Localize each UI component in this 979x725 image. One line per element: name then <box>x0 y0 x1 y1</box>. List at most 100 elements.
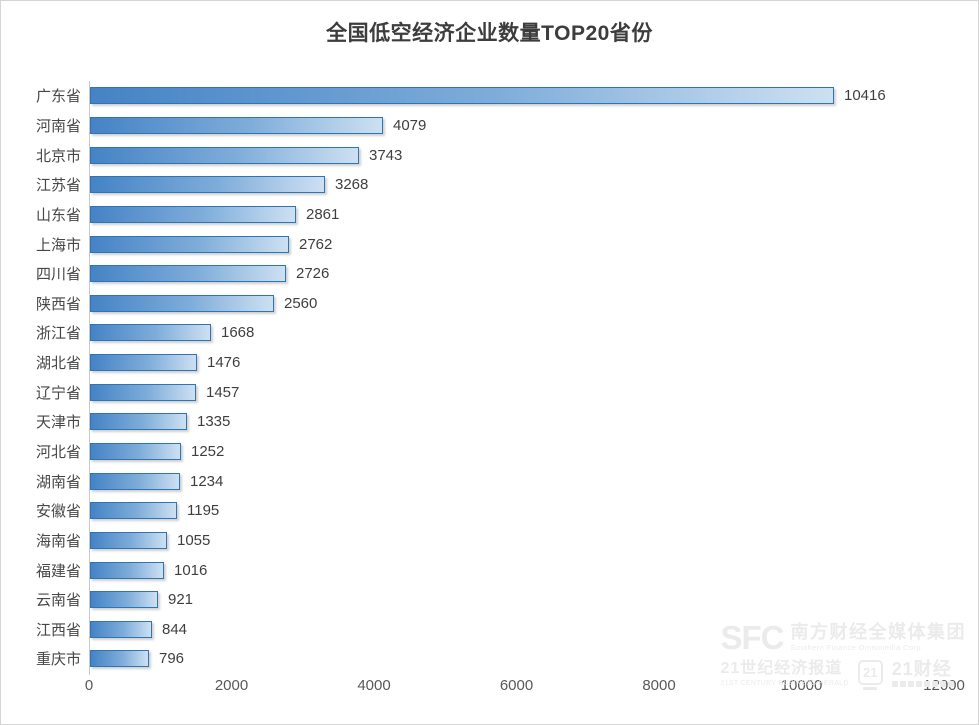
bar-track: 844 <box>90 620 945 638</box>
bar <box>90 531 167 549</box>
chart-row: 江西省 844 <box>1 615 978 645</box>
category-label: 河南省 <box>35 117 81 135</box>
value-label: 796 <box>159 650 185 668</box>
category-label: 上海市 <box>35 236 81 254</box>
watermark-row-1: SFC 南方财经全媒体集团 Southern Finance Omnimedia… <box>721 621 967 654</box>
bar-track: 1234 <box>90 472 945 490</box>
bar <box>90 176 325 194</box>
value-label: 10416 <box>844 87 886 105</box>
chart-row: 海南省 1055 <box>1 526 978 556</box>
category-label: 海南省 <box>35 532 81 550</box>
bar-track: 1457 <box>90 383 945 401</box>
watermark-paper-cn: 21世纪经济报道 <box>720 660 843 677</box>
bar <box>90 324 211 342</box>
chart-row: 山东省 2861 <box>1 200 978 230</box>
value-label: 1234 <box>190 472 224 490</box>
bar-track: 10416 <box>90 87 945 105</box>
value-label: 844 <box>162 620 188 638</box>
value-label: 2762 <box>299 235 333 253</box>
category-label: 江西省 <box>35 621 81 639</box>
bar <box>90 443 181 460</box>
category-label: 湖北省 <box>35 355 81 373</box>
bar <box>90 116 383 134</box>
bar-track: 796 <box>90 650 945 668</box>
bar-track: 3268 <box>90 176 945 194</box>
category-label: 重庆市 <box>35 651 81 669</box>
bar <box>90 591 158 609</box>
value-label: 1252 <box>191 443 225 460</box>
bar <box>90 472 180 490</box>
bar-rows: 广东省 10416 河南省 4079 北京市 3743 江苏省 3268 山东省 2861 上海市 2… <box>1 81 978 674</box>
chart-row: 福建省 1016 <box>1 555 978 585</box>
category-label: 北京市 <box>35 147 81 165</box>
bar <box>90 413 187 431</box>
chart-title: 全国低空经济企业数量TOP20省份 <box>326 22 653 45</box>
chart-row: 湖北省 1476 <box>1 348 978 378</box>
value-label: 1457 <box>206 383 240 401</box>
chart-row: 天津市 1335 <box>1 407 978 437</box>
bar-track: 2726 <box>90 265 945 283</box>
bar-track: 1476 <box>90 354 945 372</box>
value-label: 921 <box>168 591 194 609</box>
bar-track: 921 <box>90 591 945 609</box>
sfc-logo-text: SFC <box>720 619 785 656</box>
bar <box>90 354 197 372</box>
category-label: 天津市 <box>35 414 81 432</box>
bar-track: 2560 <box>90 294 945 312</box>
x-tick-label: 8000 <box>642 677 676 694</box>
value-label: 4079 <box>393 116 427 134</box>
bar-track: 1335 <box>90 413 945 431</box>
chart-row: 辽宁省 1457 <box>1 377 978 407</box>
watermark-paper-en: 21ST CENTURY BUSINESS HERALD <box>720 679 849 687</box>
y-axis-line <box>89 81 90 675</box>
bar-track: 3743 <box>90 146 945 164</box>
chart-row: 云南省 921 <box>1 585 978 615</box>
value-label: 1335 <box>197 413 231 431</box>
category-label: 山东省 <box>35 206 81 224</box>
value-label: 2726 <box>296 265 330 283</box>
category-label: 云南省 <box>35 592 81 610</box>
chart-row: 安徽省 1195 <box>1 496 978 526</box>
badge-21-bar <box>863 687 878 690</box>
bar <box>90 265 286 283</box>
value-label: 3268 <box>335 176 369 194</box>
watermark-org-en: Southern Finance Omnimedia Corp. <box>790 642 924 652</box>
x-tick-label: 10000 <box>780 677 823 694</box>
watermark: SFC 南方财经全媒体集团 Southern Finance Omnimedia… <box>721 621 967 690</box>
category-label: 湖南省 <box>35 473 81 491</box>
watermark-app-blocks-icon <box>891 681 954 687</box>
bar <box>90 235 289 253</box>
bar-track: 4079 <box>90 116 945 134</box>
watermark-badge-wrap: 21 <box>857 660 883 690</box>
watermark-app-cn: 21财经 <box>891 659 952 679</box>
watermark-org-cn: 南方财经全媒体集团 <box>790 622 966 643</box>
x-tick-label: 4000 <box>357 677 391 694</box>
watermark-app: 21财经 <box>891 659 954 687</box>
x-tick-label: 0 <box>84 677 94 694</box>
chart-row: 陕西省 2560 <box>1 288 978 318</box>
chart-row: 江苏省 3268 <box>1 170 978 200</box>
bar <box>90 620 152 638</box>
category-label: 安徽省 <box>35 503 81 521</box>
bar <box>90 561 164 579</box>
chart-row: 重庆市 796 <box>1 644 978 674</box>
chart-row: 河南省 4079 <box>1 111 978 141</box>
bar <box>90 502 177 520</box>
bar <box>90 383 196 401</box>
bar <box>90 146 359 164</box>
value-label: 3743 <box>369 146 403 164</box>
bar-track: 2762 <box>90 235 945 253</box>
chart-row: 上海市 2762 <box>1 229 978 259</box>
category-label: 广东省 <box>35 88 81 106</box>
chart-row: 河北省 1252 <box>1 437 978 467</box>
value-label: 1055 <box>177 531 211 549</box>
badge-21-icon: 21 <box>857 660 883 685</box>
chart-row: 湖南省 1234 <box>1 466 978 496</box>
bar <box>90 294 274 312</box>
x-tick-label: 6000 <box>499 677 534 694</box>
chart-row: 北京市 3743 <box>1 140 978 170</box>
watermark-org: 南方财经全媒体集团 Southern Finance Omnimedia Cor… <box>790 622 967 652</box>
category-label: 江苏省 <box>35 177 81 195</box>
bar-track: 1668 <box>90 324 945 342</box>
